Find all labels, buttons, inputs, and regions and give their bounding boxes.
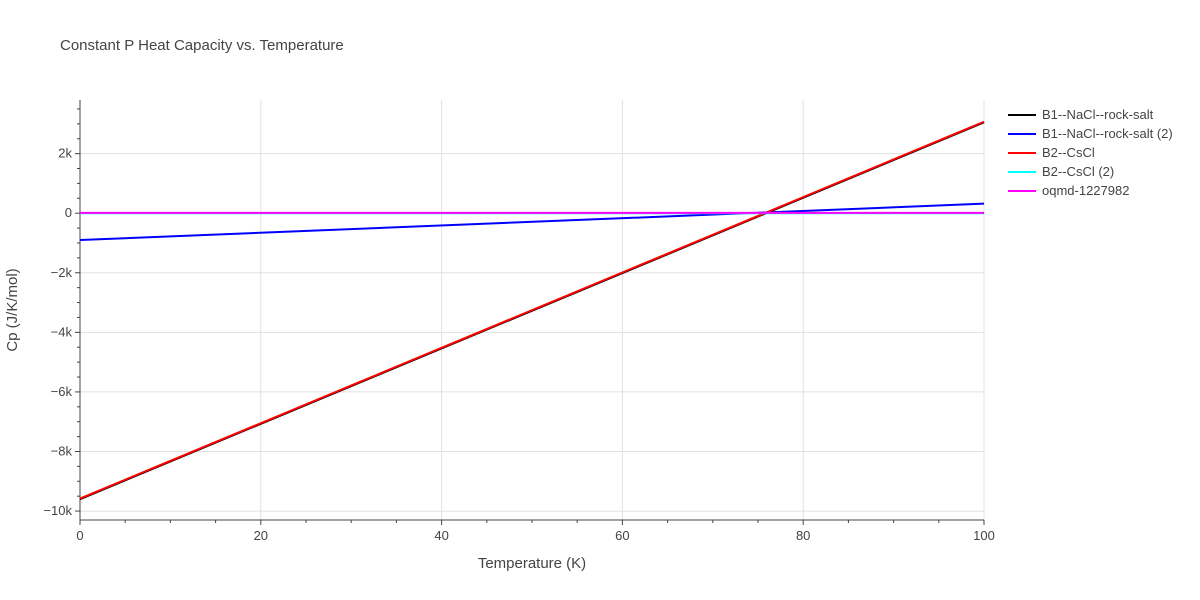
x-tick-label: 100 bbox=[973, 528, 995, 543]
y-tick-label: −2k bbox=[51, 265, 73, 280]
legend-item[interactable]: B1--NaCl--rock-salt (2) bbox=[1008, 126, 1173, 141]
y-tick-label: −4k bbox=[51, 324, 73, 339]
y-tick-label: 0 bbox=[65, 205, 72, 220]
x-tick-label: 40 bbox=[434, 528, 448, 543]
x-tick-label: 20 bbox=[254, 528, 268, 543]
legend-label: B2--CsCl (2) bbox=[1042, 164, 1114, 179]
x-axis-ticks: 0 20 40 60 80 100 bbox=[76, 528, 994, 543]
series-line-b1-nacl-rock-salt-2 bbox=[79, 202, 985, 241]
chart-title: Constant P Heat Capacity vs. Temperature bbox=[60, 37, 344, 54]
y-tick-label: −8k bbox=[51, 443, 73, 458]
legend-item[interactable]: B1--NaCl--rock-salt bbox=[1008, 107, 1154, 122]
x-tick-label: 80 bbox=[796, 528, 810, 543]
y-tick-label: −10k bbox=[43, 503, 72, 518]
legend-label: B1--NaCl--rock-salt (2) bbox=[1042, 126, 1173, 141]
legend-item[interactable]: B2--CsCl (2) bbox=[1008, 164, 1114, 179]
legend-item[interactable]: B2--CsCl bbox=[1008, 145, 1095, 160]
y-tick-label: 2k bbox=[58, 146, 72, 161]
legend-item[interactable]: oqmd-1227982 bbox=[1008, 183, 1129, 198]
x-tick-label: 0 bbox=[76, 528, 83, 543]
y-tick-label: −6k bbox=[51, 384, 73, 399]
x-tick-label: 60 bbox=[615, 528, 629, 543]
legend-label: oqmd-1227982 bbox=[1042, 183, 1129, 198]
axes bbox=[75, 100, 985, 525]
series-lines bbox=[79, 120, 985, 501]
x-axis-title: Temperature (K) bbox=[478, 555, 586, 572]
series-line-b2-cscl bbox=[79, 120, 985, 500]
y-axis-ticks: −10k −8k −6k −4k −2k 0 2k bbox=[43, 146, 72, 518]
legend-label: B1--NaCl--rock-salt bbox=[1042, 107, 1154, 122]
legend-label: B2--CsCl bbox=[1042, 145, 1095, 160]
legend[interactable]: B1--NaCl--rock-salt B1--NaCl--rock-salt (… bbox=[1008, 107, 1173, 198]
y-axis-title: Cp (J/K/mol) bbox=[4, 268, 21, 351]
